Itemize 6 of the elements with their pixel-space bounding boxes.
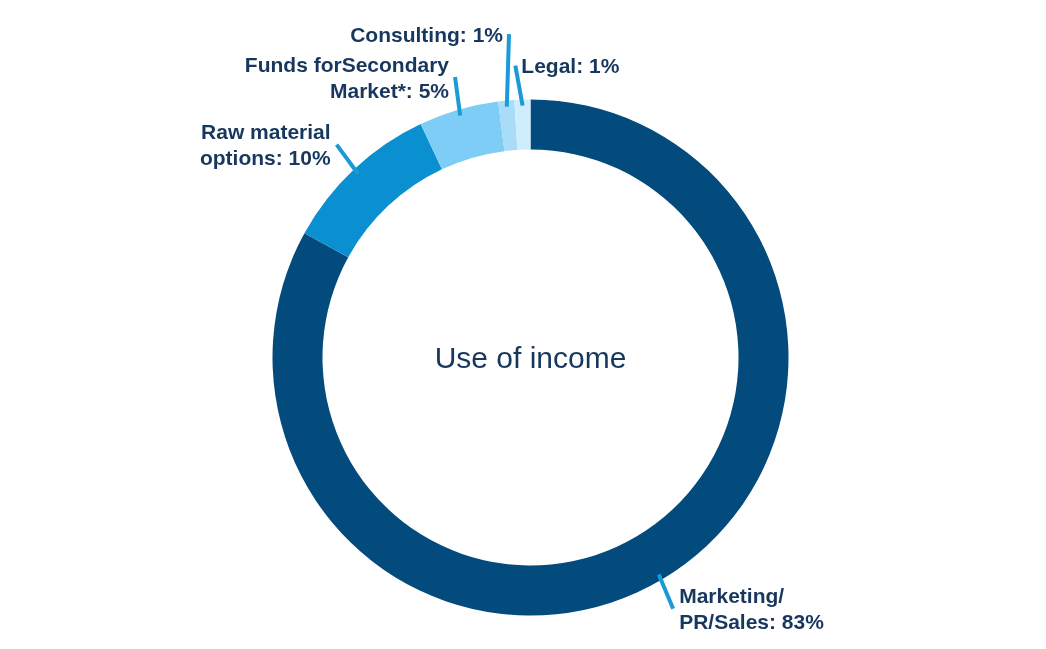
slice-label: Marketing/ PR/Sales: 83% [679,584,825,634]
slice-label: Consulting: 1% [350,22,504,46]
slice-label: Raw material options: 10% [199,120,331,170]
text: Use of income [434,341,627,374]
slice-label: Funds forSecondary Market*: 5% [244,52,450,102]
slice-label: Legal: 1% [521,54,620,78]
